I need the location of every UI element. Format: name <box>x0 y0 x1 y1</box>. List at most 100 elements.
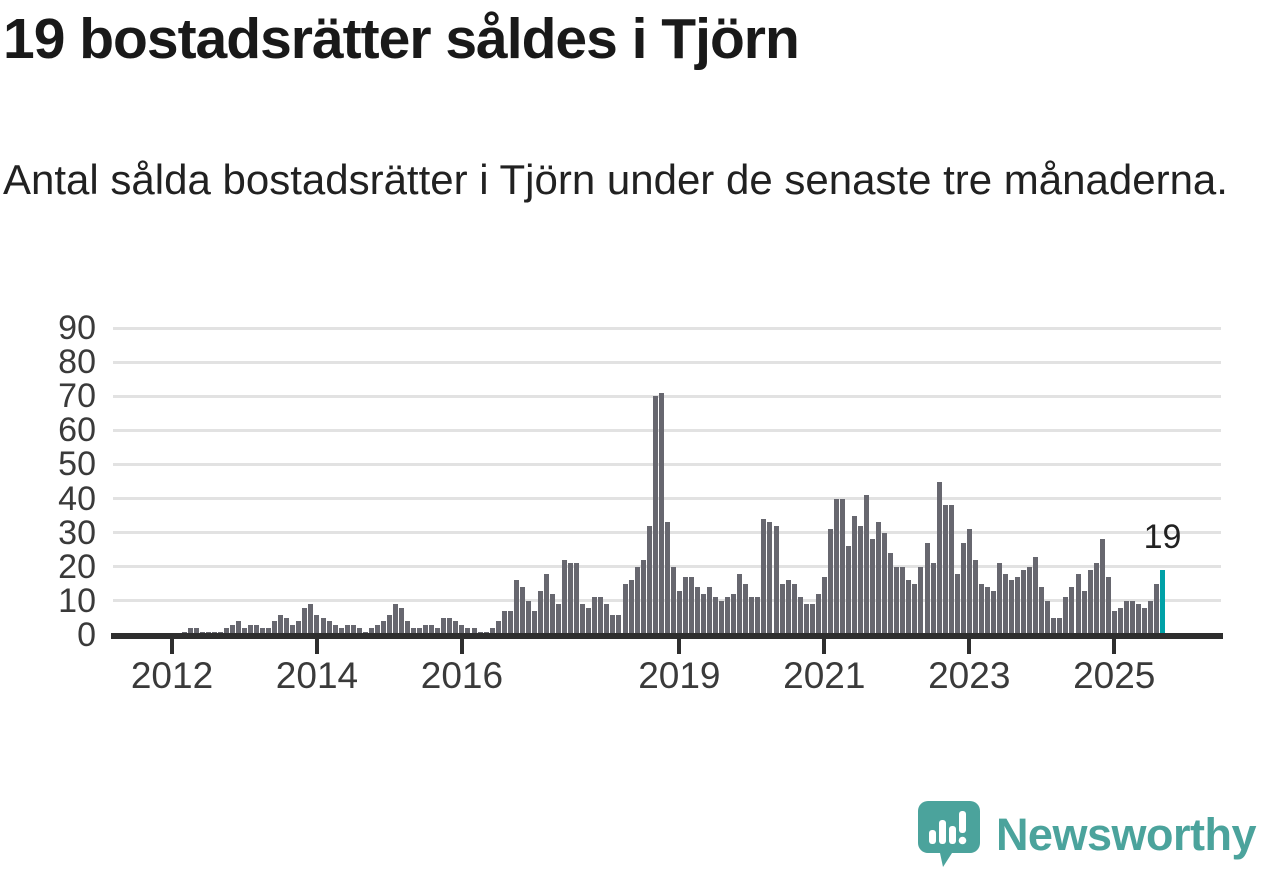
x-axis-label: 2023 <box>928 655 1011 696</box>
bar <box>417 628 423 635</box>
bar <box>1129 600 1135 635</box>
bar <box>193 628 199 635</box>
bar <box>229 624 235 635</box>
bar <box>676 590 682 635</box>
bar <box>936 481 942 635</box>
page-title: 19 bostadsrätter såldes i Tjörn <box>3 7 800 71</box>
bar <box>507 611 513 635</box>
bar <box>797 597 803 635</box>
bar <box>773 525 779 635</box>
bar <box>972 559 978 635</box>
bar <box>380 621 386 635</box>
bar <box>471 628 477 635</box>
bar <box>543 573 549 635</box>
bar <box>411 628 417 635</box>
bar <box>1099 539 1105 635</box>
x-axis-label: 2021 <box>783 655 866 696</box>
bar <box>1154 583 1160 635</box>
bar <box>519 587 525 635</box>
bar <box>845 546 851 635</box>
bar <box>598 597 604 635</box>
bar <box>1093 563 1099 635</box>
bar <box>658 392 664 635</box>
bar <box>513 580 519 635</box>
y-axis-label: 50 <box>58 445 96 484</box>
gridline <box>113 326 1221 330</box>
bar <box>284 617 290 635</box>
bar <box>858 525 864 635</box>
bar <box>839 498 845 635</box>
brand-wordmark: Newsworthy <box>995 809 1257 860</box>
bar <box>562 559 568 635</box>
bar <box>1075 573 1081 635</box>
bar <box>966 529 972 635</box>
bar <box>779 583 785 635</box>
gridline <box>113 497 1221 501</box>
bar <box>423 624 429 635</box>
bar <box>670 566 676 635</box>
bar <box>761 519 767 635</box>
bar <box>580 604 586 635</box>
bar <box>664 522 670 635</box>
bar <box>894 566 900 635</box>
bar <box>743 583 749 635</box>
bar <box>924 542 930 635</box>
gridline <box>113 360 1221 364</box>
y-axis-label: 60 <box>58 411 96 450</box>
bar <box>344 624 350 635</box>
bar <box>254 624 260 635</box>
bar <box>495 621 501 635</box>
bar <box>314 614 320 635</box>
bar <box>574 563 580 635</box>
bar <box>707 587 713 635</box>
bar <box>266 628 272 635</box>
bar <box>725 597 731 635</box>
y-axis-label: 80 <box>58 343 96 382</box>
bar <box>930 563 936 635</box>
bar <box>906 580 912 635</box>
x-axis-tick <box>1112 639 1117 654</box>
bar <box>682 577 688 635</box>
y-axis-label: 40 <box>58 479 96 518</box>
bar <box>1021 570 1027 635</box>
bar <box>1117 607 1123 635</box>
bar <box>809 604 815 635</box>
bar <box>694 587 700 635</box>
bar <box>531 611 537 635</box>
x-axis-tick <box>170 639 174 654</box>
bar <box>386 614 392 635</box>
gridline <box>113 462 1221 466</box>
bar <box>827 529 833 635</box>
bar <box>870 539 876 635</box>
newsworthy-logo: Newsworthy <box>916 799 1257 871</box>
y-axis-label: 10 <box>58 581 96 620</box>
bar <box>652 396 658 635</box>
bar <box>1039 587 1045 635</box>
bar <box>876 522 882 635</box>
bar <box>749 597 755 635</box>
x-axis-label: 2012 <box>130 655 214 696</box>
bar <box>260 628 266 635</box>
y-axis-label: 20 <box>58 547 96 586</box>
bar <box>586 607 592 635</box>
bar <box>296 621 302 635</box>
bar <box>1063 597 1069 635</box>
bar <box>568 563 574 635</box>
bar <box>900 566 906 635</box>
x-axis-tick <box>459 639 464 654</box>
bar <box>248 624 254 635</box>
bar <box>1033 556 1039 635</box>
bar <box>356 628 362 635</box>
bar <box>791 583 797 635</box>
x-axis-label: 2019 <box>638 655 721 696</box>
bar <box>622 583 628 635</box>
bar <box>610 614 616 635</box>
bar <box>223 628 229 635</box>
bar <box>888 553 894 635</box>
bar <box>489 628 495 635</box>
value-annotation: 19 <box>1143 518 1182 557</box>
bar <box>332 624 338 635</box>
gridline <box>113 428 1221 432</box>
bar <box>435 628 441 635</box>
